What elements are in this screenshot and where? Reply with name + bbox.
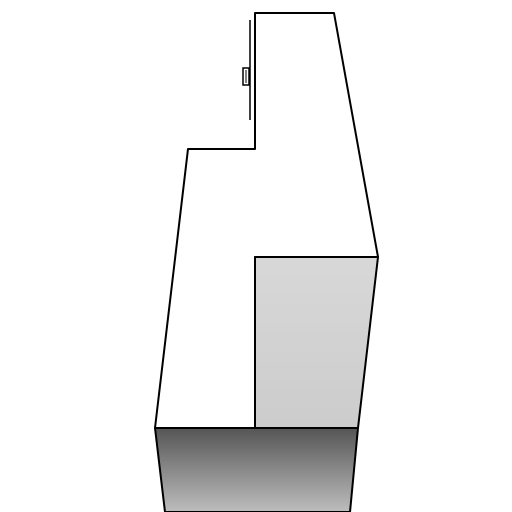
base-block — [154, 427, 359, 512]
notch-tab-icon — [242, 67, 250, 86]
front-face — [254, 256, 379, 429]
